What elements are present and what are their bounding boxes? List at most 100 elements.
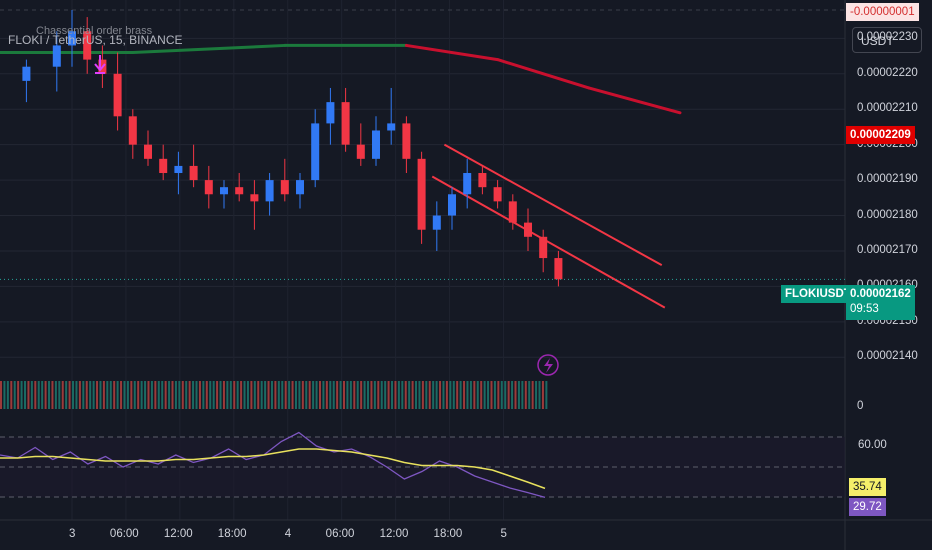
moving-average-line [0,43,682,115]
volume-bar [329,381,332,409]
candle-body [311,123,320,181]
candle-body [493,187,502,202]
volume-bar [442,381,445,409]
volume-bar [487,381,490,409]
rsi-value-tag: 29.72 [849,498,886,516]
price-tick-label: 0.00002220 [857,66,918,79]
volume-bar [336,381,339,409]
candle-body [463,173,472,195]
volume-bar [188,381,191,409]
candle-body [220,187,228,195]
volume-bar [30,381,33,409]
volume-bar [72,381,75,409]
volume-bar [178,381,181,409]
currency-button[interactable]: USDT [852,27,922,53]
volume-bar [48,381,51,409]
volume-bar [315,381,318,409]
candle-body [174,165,183,174]
volume-bar [343,381,345,409]
volume-bar [270,381,273,409]
volume-bar [339,381,342,409]
volume-bar [222,381,225,409]
volume-bar [267,381,270,409]
volume-bar [404,381,407,409]
ma-segment [404,43,500,62]
volume-bar [24,381,27,409]
volume-bar [209,381,212,409]
volume-bar [349,381,352,409]
candle-body [372,130,380,159]
volume-bar [102,381,105,409]
volume-bar [507,381,510,409]
volume-bar [13,381,16,409]
volume-bar [322,381,325,409]
volume-bar [435,381,438,409]
volume-bar [89,381,92,409]
price-tick-label: 0.00002180 [857,208,918,221]
volume-bar [216,381,219,409]
volume-bar [380,381,383,409]
candle-body [144,144,152,159]
time-tick-label: 06:00 [325,528,355,540]
volume-bar [20,381,23,409]
volume-bar [240,381,243,409]
symbol-title-text: FLOKI / TetherUS, 15, BINANCE [8,33,183,47]
volume-bar [96,381,99,409]
candle-body [204,180,213,195]
volume-bar [291,381,294,409]
volume-bar [308,381,311,409]
volume-bar [17,381,20,409]
ma-segment [587,86,682,115]
volume-bars [0,381,548,409]
volume-bar [391,381,394,409]
volume-bar [476,381,479,409]
volume-bar [439,381,442,409]
volume-bar [0,381,2,409]
time-tick-label: 12:00 [379,528,409,540]
volume-bar [480,381,483,409]
candle-body [554,258,563,280]
time-tick-label: 3 [69,528,76,540]
ma-price-tag: 0.00002209 [846,126,915,144]
volume-bar [212,381,215,409]
volume-bar [332,381,335,409]
volume-bar [421,381,424,409]
last-symbol-tag: FLOKIUSDT [781,285,855,303]
price-tick-label: 0.00002210 [857,102,918,115]
time-tick-label: 5 [500,528,507,540]
candle-body [326,102,335,124]
volume-bar [185,381,188,409]
time-tick-label: 18:00 [433,528,463,540]
volume-bar [397,381,400,409]
volume-bar [504,381,507,409]
volume-bar [517,381,520,409]
volume-bar [109,381,112,409]
last-price-value: 0.00002162 [850,288,911,300]
descending-channel[interactable] [431,143,666,309]
volume-bar [44,381,47,409]
volume-bar [137,381,140,409]
volume-bar [164,381,167,409]
candle-body [83,31,92,60]
time-tick-label: 18:00 [217,528,247,540]
volume-bar [363,381,366,409]
symbol-title[interactable]: FLOKI / TetherUS, 15, BINANCE Chassentia… [8,25,183,47]
volume-bar [82,381,85,409]
volume-bar [294,381,297,409]
volume-bar [367,381,370,409]
volume-bar [202,381,205,409]
volume-bar [10,381,13,409]
price-tick-label: 0.00002140 [857,350,918,363]
volume-bar [456,381,459,409]
volume-bar [497,381,500,409]
volume-bar [120,381,123,409]
last-price-tag: 0.00002162 09:53 [846,285,915,320]
time-tick-label: 4 [284,528,292,540]
volume-bar [373,381,376,409]
volume-bar [394,381,397,409]
candle-body [432,215,441,230]
volume-bar [284,381,287,409]
volume-bar [521,381,524,409]
